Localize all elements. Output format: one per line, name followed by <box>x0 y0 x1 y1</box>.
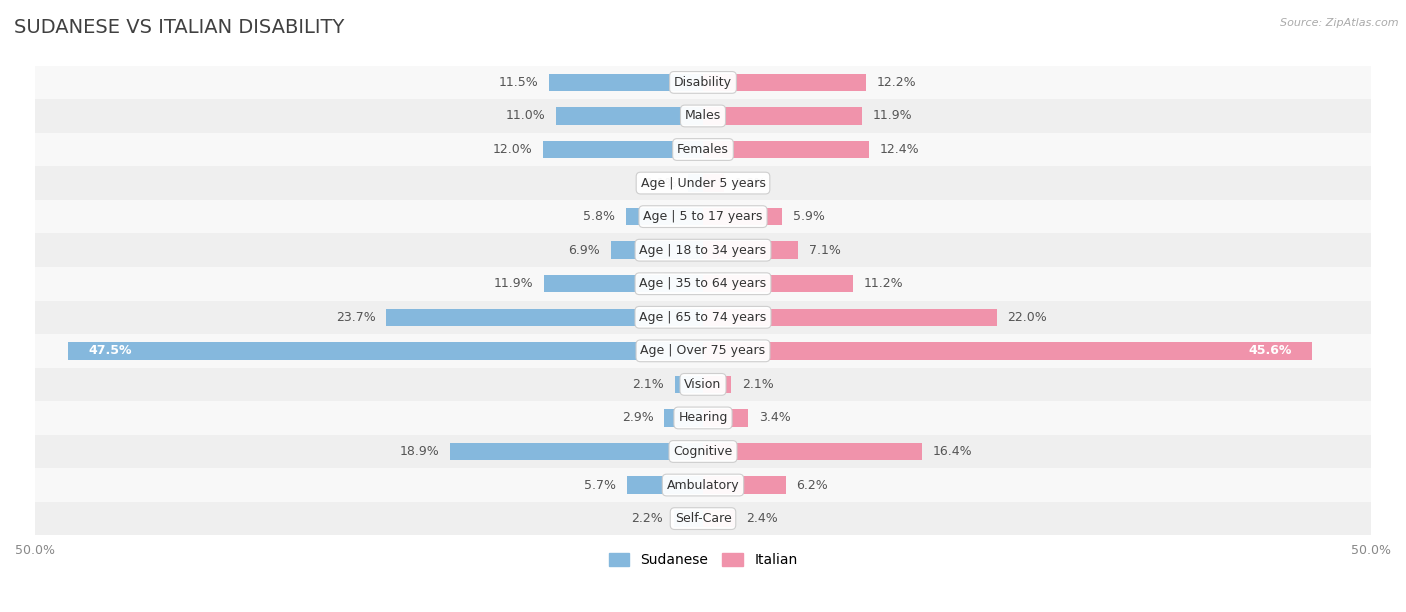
Bar <box>703 107 862 125</box>
Text: 11.5%: 11.5% <box>499 76 538 89</box>
Bar <box>673 510 703 528</box>
Text: 5.8%: 5.8% <box>583 210 614 223</box>
Text: Vision: Vision <box>685 378 721 391</box>
Text: 11.9%: 11.9% <box>494 277 533 290</box>
Bar <box>69 342 703 360</box>
Bar <box>703 376 731 393</box>
Bar <box>703 476 786 494</box>
Bar <box>703 73 866 91</box>
Bar <box>550 73 703 91</box>
Bar <box>35 233 1371 267</box>
Text: Age | 65 to 74 years: Age | 65 to 74 years <box>640 311 766 324</box>
Bar <box>387 308 703 326</box>
Bar <box>35 166 1371 200</box>
Bar <box>35 502 1371 536</box>
Text: SUDANESE VS ITALIAN DISABILITY: SUDANESE VS ITALIAN DISABILITY <box>14 18 344 37</box>
Text: 7.1%: 7.1% <box>808 244 841 256</box>
Text: 1.6%: 1.6% <box>735 177 766 190</box>
Text: 6.2%: 6.2% <box>797 479 828 491</box>
Text: Age | 18 to 34 years: Age | 18 to 34 years <box>640 244 766 256</box>
Text: Age | 35 to 64 years: Age | 35 to 64 years <box>640 277 766 290</box>
Bar <box>544 275 703 293</box>
Bar <box>35 468 1371 502</box>
Text: 11.2%: 11.2% <box>863 277 903 290</box>
Text: 3.4%: 3.4% <box>759 411 790 425</box>
Text: Cognitive: Cognitive <box>673 445 733 458</box>
Bar <box>675 376 703 393</box>
Bar <box>703 275 852 293</box>
Bar <box>35 200 1371 233</box>
Bar <box>703 141 869 159</box>
Text: Disability: Disability <box>673 76 733 89</box>
Bar <box>555 107 703 125</box>
Text: Age | Over 75 years: Age | Over 75 years <box>641 345 765 357</box>
Bar <box>703 174 724 192</box>
Bar <box>703 242 797 259</box>
Bar <box>626 208 703 225</box>
Text: 45.6%: 45.6% <box>1249 345 1292 357</box>
Text: 2.9%: 2.9% <box>621 411 654 425</box>
Bar <box>703 510 735 528</box>
Legend: Sudanese, Italian: Sudanese, Italian <box>603 548 803 573</box>
Text: 12.2%: 12.2% <box>877 76 917 89</box>
Bar <box>703 208 782 225</box>
Text: 2.1%: 2.1% <box>633 378 664 391</box>
Bar <box>35 65 1371 99</box>
Bar <box>35 334 1371 368</box>
Text: Source: ZipAtlas.com: Source: ZipAtlas.com <box>1281 18 1399 28</box>
Bar <box>35 368 1371 401</box>
Text: 12.0%: 12.0% <box>492 143 531 156</box>
Text: 12.4%: 12.4% <box>879 143 920 156</box>
Bar <box>35 300 1371 334</box>
Bar <box>689 174 703 192</box>
Bar <box>35 99 1371 133</box>
Text: 6.9%: 6.9% <box>568 244 600 256</box>
Text: 2.4%: 2.4% <box>745 512 778 525</box>
Text: Females: Females <box>678 143 728 156</box>
Text: Age | 5 to 17 years: Age | 5 to 17 years <box>644 210 762 223</box>
Text: 11.0%: 11.0% <box>506 110 546 122</box>
Text: 47.5%: 47.5% <box>89 345 132 357</box>
Text: Ambulatory: Ambulatory <box>666 479 740 491</box>
Text: 2.1%: 2.1% <box>742 378 773 391</box>
Text: Age | Under 5 years: Age | Under 5 years <box>641 177 765 190</box>
Bar <box>35 267 1371 300</box>
Text: 1.1%: 1.1% <box>645 177 678 190</box>
Text: 5.7%: 5.7% <box>583 479 616 491</box>
Bar <box>703 409 748 427</box>
Text: 2.2%: 2.2% <box>631 512 662 525</box>
Bar <box>35 435 1371 468</box>
Bar <box>35 401 1371 435</box>
Text: 18.9%: 18.9% <box>401 445 440 458</box>
Text: 16.4%: 16.4% <box>932 445 973 458</box>
Bar <box>703 308 997 326</box>
Text: 23.7%: 23.7% <box>336 311 375 324</box>
Text: 11.9%: 11.9% <box>873 110 912 122</box>
Text: 5.9%: 5.9% <box>793 210 824 223</box>
Bar <box>703 442 922 460</box>
Bar <box>664 409 703 427</box>
Bar <box>627 476 703 494</box>
Text: 22.0%: 22.0% <box>1008 311 1047 324</box>
Bar <box>703 342 1312 360</box>
Text: Males: Males <box>685 110 721 122</box>
Text: Self-Care: Self-Care <box>675 512 731 525</box>
Bar <box>450 442 703 460</box>
Bar <box>543 141 703 159</box>
Bar <box>35 133 1371 166</box>
Bar <box>610 242 703 259</box>
Text: Hearing: Hearing <box>678 411 728 425</box>
